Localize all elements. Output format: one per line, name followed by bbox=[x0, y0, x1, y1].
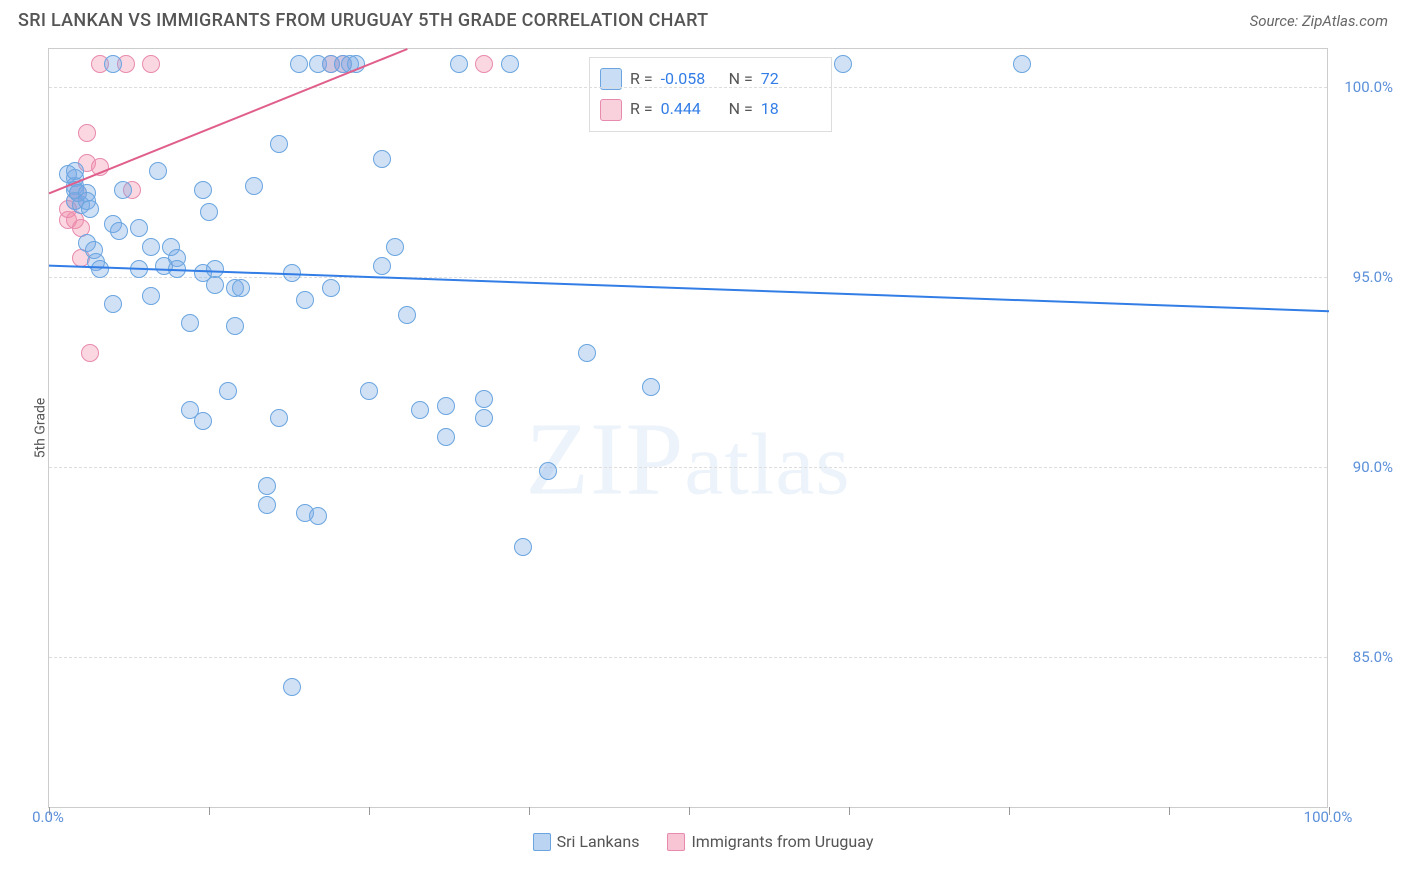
x-tick-label: 100.0% bbox=[1304, 808, 1353, 826]
x-tick bbox=[689, 807, 690, 815]
legend-label: Immigrants from Uruguay bbox=[691, 832, 873, 851]
data-point bbox=[181, 314, 199, 332]
x-tick bbox=[1169, 807, 1170, 815]
data-point bbox=[142, 55, 160, 73]
y-axis-label: 5th Grade bbox=[32, 398, 48, 459]
data-point bbox=[501, 55, 519, 73]
chart-source: Source: ZipAtlas.com bbox=[1250, 12, 1388, 30]
data-point bbox=[270, 135, 288, 153]
legend-swatch-blue-icon bbox=[533, 833, 551, 851]
data-point bbox=[219, 382, 237, 400]
chart-header: SRI LANKAN VS IMMIGRANTS FROM URUGUAY 5T… bbox=[0, 0, 1406, 39]
legend-item-sri-lankans: Sri Lankans bbox=[533, 832, 640, 851]
data-point bbox=[283, 264, 301, 282]
y-tick-label: 85.0% bbox=[1337, 648, 1393, 666]
data-point bbox=[834, 55, 852, 73]
data-point bbox=[81, 200, 99, 218]
y-tick-label: 95.0% bbox=[1337, 268, 1393, 286]
data-point bbox=[168, 260, 186, 278]
legend-r-value-pink: 0.444 bbox=[661, 94, 721, 124]
chart-title: SRI LANKAN VS IMMIGRANTS FROM URUGUAY 5T… bbox=[18, 10, 708, 31]
data-point bbox=[66, 162, 84, 180]
legend-item-uruguay: Immigrants from Uruguay bbox=[667, 832, 873, 851]
legend-row-pink: R = 0.444 N = 18 bbox=[600, 94, 821, 124]
legend-n-label: N = bbox=[729, 64, 753, 94]
data-point bbox=[232, 279, 250, 297]
data-point bbox=[475, 409, 493, 427]
data-point bbox=[270, 409, 288, 427]
data-point bbox=[130, 260, 148, 278]
x-tick bbox=[369, 807, 370, 815]
data-point bbox=[475, 390, 493, 408]
x-tick bbox=[209, 807, 210, 815]
data-point bbox=[309, 507, 327, 525]
legend-n-label: N = bbox=[729, 94, 753, 124]
data-point bbox=[194, 412, 212, 430]
legend-label: Sri Lankans bbox=[557, 832, 640, 851]
data-point bbox=[78, 124, 96, 142]
legend-bottom: Sri Lankans Immigrants from Uruguay bbox=[0, 832, 1406, 851]
data-point bbox=[142, 238, 160, 256]
gridline-h bbox=[49, 467, 1327, 468]
data-point bbox=[1013, 55, 1031, 73]
scatter-plot-area: ZIPatlas R = -0.058 N = 72 R = 0.444 N =… bbox=[48, 48, 1328, 808]
data-point bbox=[226, 317, 244, 335]
data-point bbox=[283, 678, 301, 696]
x-tick bbox=[1009, 807, 1010, 815]
data-point bbox=[258, 477, 276, 495]
data-point bbox=[642, 378, 660, 396]
x-tick bbox=[529, 807, 530, 815]
data-point bbox=[245, 177, 263, 195]
watermark: ZIPatlas bbox=[525, 400, 850, 519]
y-tick-label: 100.0% bbox=[1337, 78, 1393, 96]
data-point bbox=[296, 291, 314, 309]
data-point bbox=[450, 55, 468, 73]
data-point bbox=[114, 181, 132, 199]
x-tick-label: 0.0% bbox=[32, 808, 64, 826]
legend-correlation-box: R = -0.058 N = 72 R = 0.444 N = 18 bbox=[589, 57, 832, 132]
gridline-h bbox=[49, 87, 1327, 88]
data-point bbox=[91, 260, 109, 278]
data-point bbox=[194, 181, 212, 199]
data-point bbox=[539, 462, 557, 480]
data-point bbox=[360, 382, 378, 400]
legend-swatch-pink-icon bbox=[667, 833, 685, 851]
legend-r-label: R = bbox=[630, 64, 653, 94]
data-point bbox=[437, 397, 455, 415]
data-point bbox=[437, 428, 455, 446]
data-point bbox=[104, 55, 122, 73]
legend-swatch-pink bbox=[600, 99, 622, 121]
data-point bbox=[411, 401, 429, 419]
data-point bbox=[514, 538, 532, 556]
trend-lines bbox=[49, 49, 1329, 809]
data-point bbox=[149, 162, 167, 180]
data-point bbox=[200, 203, 218, 221]
data-point bbox=[322, 279, 340, 297]
data-point bbox=[373, 150, 391, 168]
data-point bbox=[578, 344, 596, 362]
data-point bbox=[91, 158, 109, 176]
data-point bbox=[258, 496, 276, 514]
data-point bbox=[81, 344, 99, 362]
data-point bbox=[386, 238, 404, 256]
legend-row-blue: R = -0.058 N = 72 bbox=[600, 64, 821, 94]
data-point bbox=[104, 295, 122, 313]
gridline-h bbox=[49, 277, 1327, 278]
legend-r-value-blue: -0.058 bbox=[661, 64, 721, 94]
legend-n-value-pink: 18 bbox=[761, 94, 821, 124]
legend-n-value-blue: 72 bbox=[761, 64, 821, 94]
data-point bbox=[130, 219, 148, 237]
data-point bbox=[290, 55, 308, 73]
x-tick bbox=[849, 807, 850, 815]
data-point bbox=[398, 306, 416, 324]
data-point bbox=[206, 276, 224, 294]
data-point bbox=[475, 55, 493, 73]
y-tick-label: 90.0% bbox=[1337, 458, 1393, 476]
legend-r-label: R = bbox=[630, 94, 653, 124]
data-point bbox=[142, 287, 160, 305]
data-point bbox=[373, 257, 391, 275]
gridline-h bbox=[49, 657, 1327, 658]
data-point bbox=[110, 222, 128, 240]
data-point bbox=[347, 55, 365, 73]
